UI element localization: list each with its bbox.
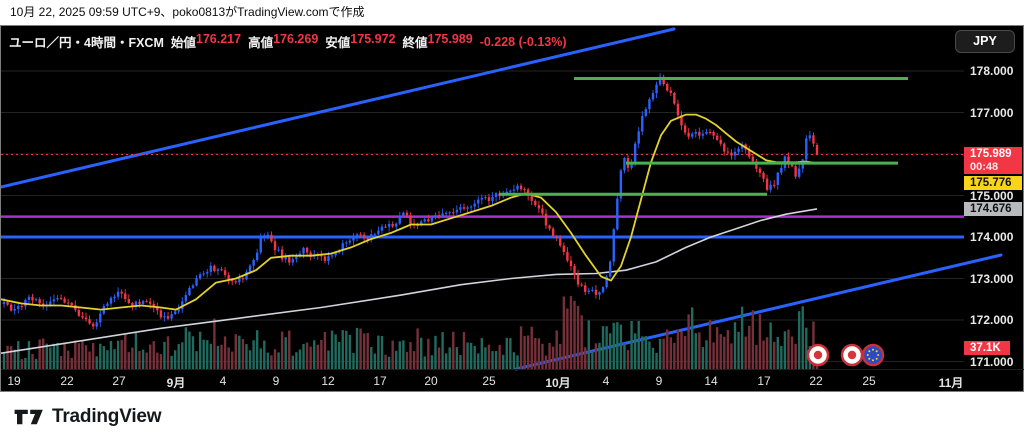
time-tick-label[interactable]: 25 xyxy=(482,374,496,388)
price-tick-label: 177.000 xyxy=(970,105,1014,120)
time-tick-label[interactable]: 17 xyxy=(373,374,387,388)
time-tick-label[interactable]: 9月 xyxy=(166,376,186,390)
time-tick-label[interactable]: 10月 xyxy=(545,376,571,390)
time-tick-label[interactable]: 19 xyxy=(7,374,21,388)
price-tick-label: 171.000 xyxy=(970,354,1014,369)
japan-flag-icon[interactable] xyxy=(806,343,830,367)
time-tick-label[interactable]: 20 xyxy=(424,374,438,388)
time-tick-label[interactable]: 17 xyxy=(757,374,771,388)
price-chart-canvas[interactable] xyxy=(1,26,1024,391)
chart-legend: ユーロ／円・4時間・FXCM 始値 176.217 高値 176.269 安値 175… xyxy=(9,32,567,51)
time-tick-label[interactable]: 12 xyxy=(321,374,335,388)
last-price-value: 175.989 xyxy=(970,147,1012,160)
candles xyxy=(2,73,819,330)
slow-ma-line[interactable] xyxy=(1,208,818,354)
low-value: 175.972 xyxy=(350,32,396,46)
time-tick-label[interactable]: 22 xyxy=(60,374,74,388)
last-price-badge: 175.989 00:48 xyxy=(964,147,1022,175)
tradingview-logo-text[interactable]: TradingView xyxy=(52,405,162,427)
time-tick-label[interactable]: 4 xyxy=(219,374,227,388)
trendline[interactable] xyxy=(1,27,676,189)
close-label: 終値 xyxy=(402,36,428,50)
high-label: 高値 xyxy=(248,36,274,50)
time-tick-label[interactable]: 22 xyxy=(809,374,823,388)
slow-ma-badge: 174.676 xyxy=(964,201,1022,216)
low-label: 安値 xyxy=(325,36,351,50)
time-tick-label[interactable]: 9 xyxy=(272,374,280,388)
time-tick-label[interactable]: 27 xyxy=(112,374,126,388)
close-value: 175.989 xyxy=(427,32,473,46)
attribution-text: 10月 22, 2025 09:59 UTC+9、poko0813がTradin… xyxy=(0,0,1024,25)
japan-flag-icon[interactable] xyxy=(840,343,864,367)
volume-bars xyxy=(2,296,819,369)
price-tick-label: 174.000 xyxy=(970,230,1014,244)
high-value: 176.269 xyxy=(273,32,319,46)
change-value: -0.228 (-0.13%) xyxy=(479,34,567,49)
symbol-title: ユーロ／円・4時間・FXCM xyxy=(9,36,164,50)
time-tick-label[interactable]: 9 xyxy=(655,374,663,388)
bar-countdown: 00:48 xyxy=(970,160,999,173)
time-tick-label[interactable]: 4 xyxy=(602,374,610,388)
chart-area[interactable]: ユーロ／円・4時間・FXCM 始値 176.217 高値 176.269 安値 175… xyxy=(0,25,1024,392)
open-label: 始値 xyxy=(170,36,196,50)
fast-ma-line[interactable] xyxy=(1,113,818,311)
price-tick-label: 173.000 xyxy=(970,271,1014,286)
eu-flag-icon[interactable] xyxy=(861,343,885,367)
tradingview-logo-icon[interactable] xyxy=(14,404,44,430)
open-value: 176.217 xyxy=(195,32,242,46)
price-tick-label: 172.000 xyxy=(970,313,1014,327)
price-tick-label: 178.000 xyxy=(970,64,1014,78)
volume-badge: 37.1K xyxy=(964,341,1010,355)
time-tick-label[interactable]: 25 xyxy=(862,374,876,388)
time-tick-label[interactable]: 11月 xyxy=(938,376,964,390)
price-tick-label: 175.000 xyxy=(970,188,1014,203)
time-tick-label[interactable]: 14 xyxy=(704,374,718,388)
fast-ma-badge: 175.776 xyxy=(964,175,1022,190)
currency-toggle-button[interactable]: JPY xyxy=(955,30,1015,53)
footer-bar: TradingView xyxy=(0,392,1024,441)
